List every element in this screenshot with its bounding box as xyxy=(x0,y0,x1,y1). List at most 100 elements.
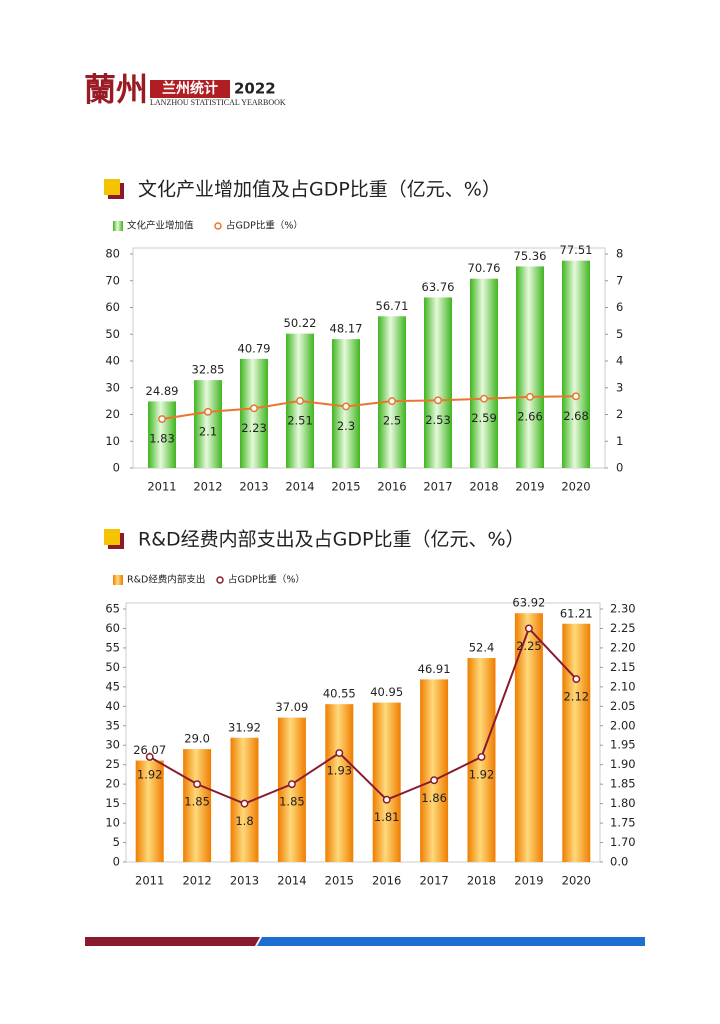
line-marker xyxy=(382,795,391,804)
line xyxy=(149,626,578,805)
y-tick-label: 70 xyxy=(105,273,120,287)
x-tick-label: 2016 xyxy=(377,480,406,494)
y2-tick-label: 2.30 xyxy=(610,602,636,616)
bar-value-label: 40.55 xyxy=(323,687,356,701)
year: 2022 xyxy=(234,80,276,98)
legend-label: 占GDP比重（%） xyxy=(226,220,303,232)
bar-value-label: 61.21 xyxy=(560,606,593,620)
y2-tick-label: 1.80 xyxy=(610,796,636,810)
y-tick-label: 80 xyxy=(105,247,120,261)
line xyxy=(161,395,577,421)
bar-value-label: 40.95 xyxy=(370,685,403,699)
line-marker xyxy=(342,402,350,411)
line-value-label: 1.81 xyxy=(374,810,400,824)
line-value-label: 2.59 xyxy=(471,411,497,425)
x-tick-label: 2017 xyxy=(423,480,452,494)
bar xyxy=(148,401,176,468)
y-tick-label: 30 xyxy=(105,738,120,752)
bar-value-label: 75.36 xyxy=(514,249,547,263)
y2-tick-label: 3 xyxy=(616,380,623,394)
line-marker xyxy=(250,404,258,413)
x-tick-label: 2015 xyxy=(331,480,360,494)
bar-value-label: 26.07 xyxy=(133,743,166,757)
line-marker xyxy=(526,392,534,401)
line-value-label: 2.1 xyxy=(199,424,217,438)
line-value-label: 2.23 xyxy=(241,421,267,435)
bar-value-label: 77.51 xyxy=(560,243,593,257)
line-marker xyxy=(572,675,581,684)
y-tick-label: 55 xyxy=(105,640,120,654)
chart-title: 文化产业增加值及占GDP比重（亿元、%） xyxy=(138,179,501,201)
line-value-label: 1.92 xyxy=(137,767,163,781)
y-tick-label: 65 xyxy=(105,602,120,616)
bar xyxy=(135,760,164,862)
y-tick-label: 60 xyxy=(105,300,120,314)
y2-tick-label: 4 xyxy=(616,354,623,368)
line-value-label: 2.53 xyxy=(425,413,451,427)
plot-frame xyxy=(125,602,601,863)
y2-tick-label: 7 xyxy=(616,273,623,287)
line-marker xyxy=(204,407,212,416)
y2-tick-label: 2.10 xyxy=(610,679,636,693)
y-tick-label: 50 xyxy=(105,660,120,674)
line-value-label: 2.68 xyxy=(563,409,589,423)
x-tick-label: 2012 xyxy=(182,874,211,888)
line-marker xyxy=(193,780,202,789)
y2-tick-label: 1 xyxy=(616,434,623,448)
line-marker xyxy=(480,394,488,403)
chart-title: R&D经费内部支出及占GDP比重（亿元、%） xyxy=(138,529,525,551)
y-tick-label: 10 xyxy=(105,816,120,830)
bar-value-label: 46.91 xyxy=(418,662,451,676)
bar xyxy=(194,380,222,468)
y-tick-label: 35 xyxy=(105,718,120,732)
line-marker xyxy=(158,415,166,423)
bar-value-label: 32.85 xyxy=(192,363,225,377)
y-tick-label: 30 xyxy=(105,380,120,394)
y-tick-label: 40 xyxy=(105,354,120,368)
y2-tick-label: 1.85 xyxy=(610,777,636,791)
y-tick-label: 20 xyxy=(105,407,120,421)
y2-tick-label: 2 xyxy=(616,407,623,421)
y2-tick-label: 2.00 xyxy=(610,718,636,732)
y-tick-label: 40 xyxy=(105,699,120,713)
y2-tick-label: 2.20 xyxy=(610,640,636,654)
bar-value-label: 24.89 xyxy=(146,384,179,398)
x-tick-label: 2012 xyxy=(193,480,222,494)
line-value-label: 2.51 xyxy=(287,413,313,427)
y2-tick-label: 6 xyxy=(616,300,623,314)
line-value-label: 1.93 xyxy=(326,764,352,778)
plot-frame xyxy=(132,247,606,469)
line-value-label: 2.12 xyxy=(563,690,589,704)
y2-tick-label: 1.90 xyxy=(610,757,636,771)
x-tick-label: 2017 xyxy=(419,874,448,888)
bar-value-label: 52.4 xyxy=(469,641,495,655)
logo: 蘭州 xyxy=(84,71,148,109)
bar xyxy=(562,623,591,862)
line-value-label: 2.25 xyxy=(516,639,542,653)
y2-tick-label: 1.70 xyxy=(610,835,636,849)
y-tick-label: 0 xyxy=(113,461,120,475)
x-tick-label: 2011 xyxy=(135,874,164,888)
y2-tick-label: 2.25 xyxy=(610,621,636,635)
title-icon xyxy=(104,529,120,545)
line-marker xyxy=(145,752,154,761)
x-tick-label: 2020 xyxy=(562,874,591,888)
y2-tick-label: 2.05 xyxy=(610,699,636,713)
x-tick-label: 2019 xyxy=(515,480,544,494)
bar xyxy=(378,316,406,468)
bar-value-label: 70.76 xyxy=(468,261,501,275)
y-tick-label: 50 xyxy=(105,327,120,341)
bar xyxy=(277,717,306,862)
footer-bar-blue xyxy=(257,937,645,946)
bar-value-label: 63.76 xyxy=(422,280,455,294)
bar xyxy=(420,679,449,862)
legend-label: 文化产业增加值 xyxy=(127,220,194,232)
bar xyxy=(424,297,452,468)
line-value-label: 2.3 xyxy=(337,419,355,433)
footer-bar-red xyxy=(85,937,260,946)
y-tick-label: 5 xyxy=(113,835,120,849)
y2-tick-label: 8 xyxy=(616,247,623,261)
y-tick-label: 60 xyxy=(105,621,120,635)
line-marker xyxy=(335,749,344,757)
